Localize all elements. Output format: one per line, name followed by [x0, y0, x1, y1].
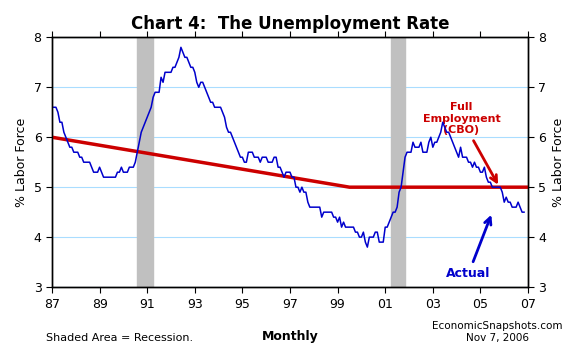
Text: Actual: Actual [447, 218, 491, 280]
Text: EconomicSnapshots.com
Nov 7, 2006: EconomicSnapshots.com Nov 7, 2006 [432, 321, 563, 343]
Y-axis label: % Labor Force: % Labor Force [552, 118, 565, 207]
Text: Monthly: Monthly [262, 330, 318, 343]
Bar [137, 37, 153, 287]
Text: Full
Employment
(CBO): Full Employment (CBO) [422, 102, 501, 182]
Text: Shaded Area = Recession.: Shaded Area = Recession. [46, 333, 194, 343]
Bar [391, 37, 405, 287]
Y-axis label: % Labor Force: % Labor Force [15, 118, 28, 207]
Title: Chart 4:  The Unemployment Rate: Chart 4: The Unemployment Rate [130, 15, 450, 33]
